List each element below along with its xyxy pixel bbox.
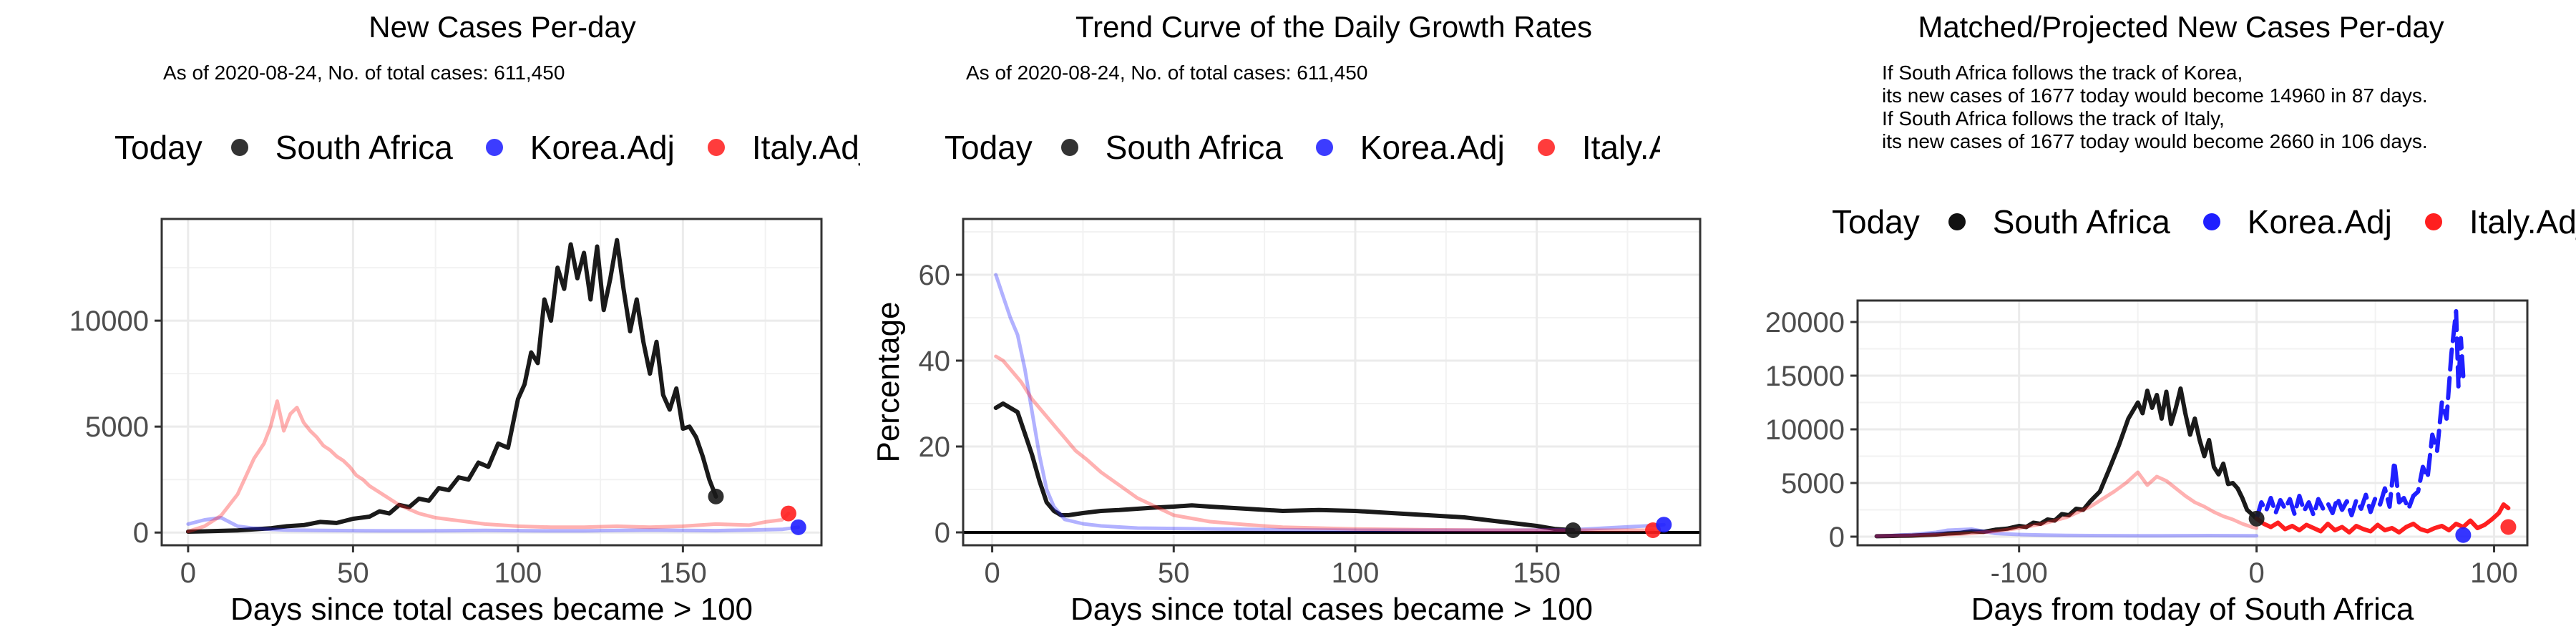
x-tick-label: 150	[659, 557, 707, 589]
y-tick-label: 10000	[69, 306, 149, 337]
series-line-south-africa	[1874, 386, 2259, 539]
chart-growth-rates: 0 50 100 150 0 20 40 60 Days since total cases b…	[871, 218, 1702, 627]
legend-title: Today	[114, 129, 203, 166]
series-line-italy-adj	[994, 354, 1655, 532]
legend: Today South Africa Korea.Adj Italy.Adj	[945, 126, 1660, 169]
plot-border	[160, 218, 823, 547]
subtitle-line: If South Africa follows the track of Kor…	[1882, 62, 2243, 84]
chart-title: New Cases Per-day	[369, 10, 636, 44]
x-axis-label: Days since total cases became > 100	[230, 592, 753, 627]
x-tick-label: 0	[180, 557, 196, 589]
y-tick-label: 20	[919, 431, 951, 463]
today-point-korea-adj	[2455, 527, 2472, 543]
y-tick-label: 60	[919, 260, 951, 291]
x-tick-label: 150	[1513, 557, 1561, 589]
legend-dot-icon	[1315, 139, 1333, 156]
legend-dot-icon	[1537, 139, 1555, 156]
y-tick-label: 0	[935, 517, 950, 549]
y-tick-label: 0	[1829, 522, 1845, 553]
legend-item-italy: Italy.Adj	[1537, 128, 1660, 167]
plot-border	[1856, 299, 2529, 547]
series-line-italy-adj	[186, 399, 791, 534]
today-point-south-africa	[1565, 522, 1581, 538]
today-point-korea-adj	[1656, 517, 1672, 533]
x-axis-label: Days from today of South Africa	[1971, 592, 2414, 627]
plot-border	[962, 218, 1702, 547]
x-tick-label: 100	[494, 557, 542, 589]
legend-title: Today	[945, 129, 1033, 166]
legend: Today South Africa Korea.Adj Italy.Adj	[114, 126, 860, 169]
series-line-south-africa	[185, 238, 718, 534]
y-tick-label: 10000	[1765, 414, 1845, 446]
chart-title: Matched/Projected New Cases Per-day	[1918, 10, 2444, 44]
y-tick-label: 20000	[1765, 307, 1845, 338]
series-line-italy-adj-projected	[2254, 502, 2511, 535]
x-tick-label: 0	[2248, 557, 2264, 589]
x-tick-label: -100	[1991, 557, 2048, 589]
panel-new-cases: New Cases Per-day As of 2020-08-24, No. …	[0, 0, 860, 644]
legend-item-italy: Italy.Adj	[2424, 203, 2576, 241]
legend-item-korea: Korea.Adj	[485, 128, 675, 167]
chart-projected-cases: -100 0 100 0 5000 10000 15000 20000 Days from to…	[1765, 299, 2529, 627]
today-point-italy-adj	[780, 505, 796, 522]
subtitle-line: its new cases of 1677 today would become…	[1882, 84, 2428, 107]
today-point-korea-adj	[790, 519, 806, 535]
series-line-italy-adj	[1875, 470, 2259, 538]
chart-subtitle: As of 2020-08-24, No. of total cases: 61…	[163, 62, 565, 84]
subtitle-line: If South Africa follows the track of Ita…	[1882, 107, 2225, 130]
y-tick-label: 5000	[85, 411, 149, 443]
y-tick-label: 40	[919, 346, 951, 377]
series-line-south-africa	[993, 401, 1576, 532]
subtitle-line: its new cases of 1677 today would become…	[1882, 130, 2428, 152]
today-point-italy-adj	[2500, 519, 2517, 535]
series-line-korea-adj-projected	[2254, 309, 2466, 521]
panel-growth-rates: Trend Curve of the Daily Growth Rates As…	[859, 0, 1717, 644]
legend-dot-icon	[1060, 139, 1078, 156]
legend-item-italy: Italy.Adj	[707, 128, 860, 167]
legend-item-south-africa: South Africa	[1060, 128, 1283, 167]
chart-subtitle: As of 2020-08-24, No. of total cases: 61…	[966, 62, 1368, 84]
legend-dot-icon	[485, 139, 503, 156]
series-line-korea-adj	[186, 516, 801, 533]
series-line-korea-adj	[994, 273, 1666, 532]
panel-projected-cases: Matched/Projected New Cases Per-day If S…	[1717, 0, 2576, 644]
y-tick-label: 15000	[1765, 361, 1845, 392]
legend-item-south-africa: South Africa	[230, 128, 453, 167]
legend: Today South Africa Korea.Adj Italy.Adj	[1832, 200, 2576, 243]
legend-item-korea: Korea.Adj	[1315, 128, 1505, 167]
today-point-south-africa	[708, 488, 724, 504]
legend-dot-icon	[707, 139, 725, 156]
y-axis-label: Percentage	[871, 301, 906, 462]
x-tick-label: 50	[1158, 557, 1190, 589]
y-tick-label: 5000	[1781, 468, 1845, 499]
legend-dot-icon	[2202, 213, 2220, 230]
series-line-korea-adj	[1875, 527, 2259, 538]
x-tick-label: 0	[984, 557, 1000, 589]
chart-new-cases: 0 50 100 150 0 5000 10000 Days since total case…	[69, 218, 823, 627]
chart-title: Trend Curve of the Daily Growth Rates	[1075, 10, 1593, 44]
x-tick-label: 50	[337, 557, 369, 589]
legend-dot-icon	[1948, 213, 1966, 230]
x-tick-label: 100	[2470, 557, 2518, 589]
y-tick-label: 0	[133, 517, 149, 549]
today-point-south-africa	[2248, 510, 2265, 527]
x-tick-label: 100	[1332, 557, 1380, 589]
legend-item-south-africa: South Africa	[1948, 203, 2170, 241]
legend-item-korea: Korea.Adj	[2202, 203, 2392, 241]
legend-title: Today	[1832, 203, 1920, 240]
x-axis-label: Days since total cases became > 100	[1070, 592, 1593, 627]
chart-subtitle: If South Africa follows the track of Kor…	[1882, 62, 2428, 153]
legend-dot-icon	[2424, 213, 2442, 230]
legend-dot-icon	[230, 139, 248, 156]
